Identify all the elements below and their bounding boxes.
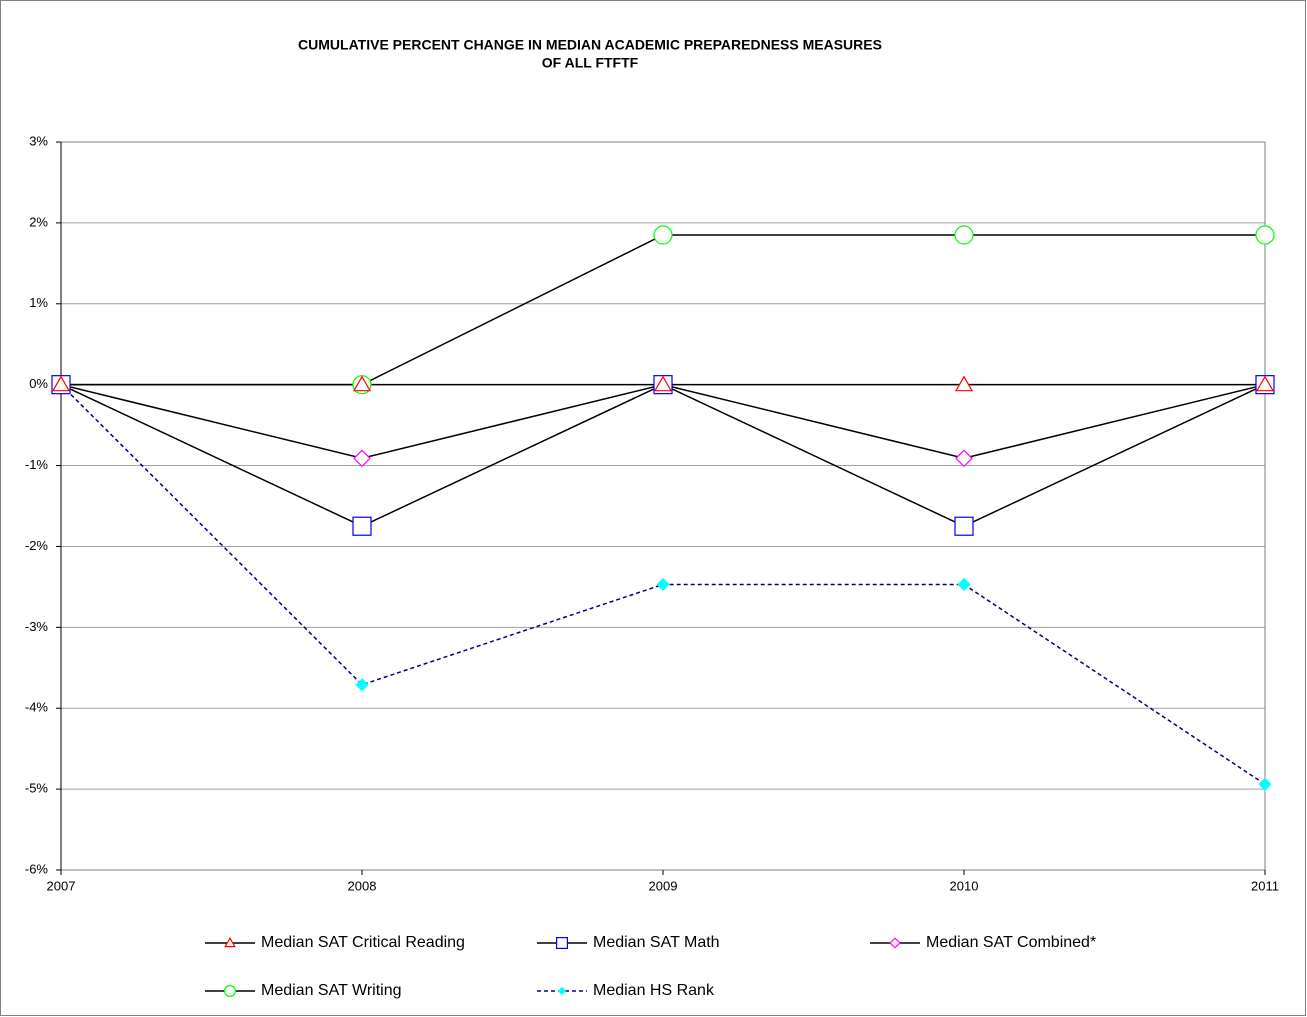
y-tick-label: -1% [25, 457, 49, 472]
x-tick-label: 2011 [1251, 878, 1279, 893]
marker [352, 516, 372, 536]
marker [889, 937, 901, 949]
y-tick-label: 2% [29, 214, 48, 229]
marker [954, 225, 974, 245]
x-tick-label: 2007 [47, 878, 76, 893]
x-tick-label: 2008 [348, 878, 377, 893]
y-tick-label: 0% [29, 376, 48, 391]
marker [955, 449, 973, 468]
y-tick-label: 1% [29, 295, 48, 310]
chart-title: CUMULATIVE PERCENT CHANGE IN MEDIAN ACAD… [298, 37, 882, 53]
marker [1255, 375, 1275, 392]
legend-label: Median SAT Writing [261, 982, 402, 999]
x-tick-label: 2009 [649, 878, 678, 893]
marker [224, 984, 237, 997]
marker [653, 225, 673, 245]
y-tick-label: 3% [29, 133, 48, 148]
x-tick-label: 2010 [950, 878, 979, 893]
marker [224, 936, 236, 948]
chart-title: OF ALL FTFTF [542, 55, 639, 71]
y-tick-label: -6% [25, 861, 49, 876]
marker [954, 375, 974, 392]
marker [656, 577, 670, 592]
marker [957, 577, 971, 592]
marker [51, 375, 71, 392]
y-tick-label: -5% [25, 781, 49, 796]
marker [954, 516, 974, 536]
legend-label: Median SAT Critical Reading [261, 934, 465, 951]
marker [1258, 777, 1272, 791]
marker [353, 449, 371, 468]
marker [653, 375, 673, 392]
marker [352, 375, 372, 392]
legend-label: Median SAT Math [593, 934, 720, 951]
legend-label: Median SAT Combined* [926, 934, 1096, 951]
marker [557, 986, 567, 996]
y-tick-label: -4% [25, 700, 49, 715]
legend-label: Median HS Rank [593, 982, 715, 999]
y-tick-label: -2% [25, 538, 49, 553]
marker [355, 678, 369, 692]
y-tick-label: -3% [25, 619, 49, 634]
marker [555, 936, 568, 949]
marker [1255, 225, 1275, 245]
